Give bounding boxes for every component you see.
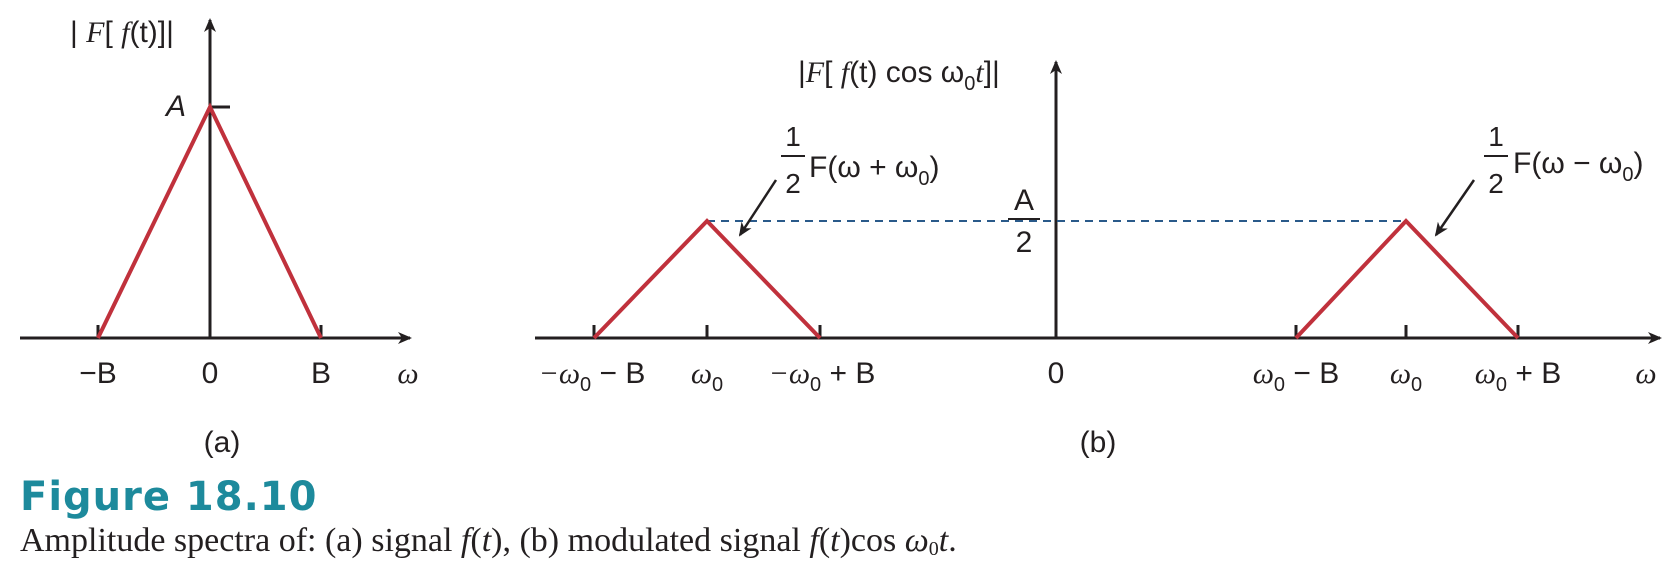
- right-annotation-denominator: 2: [1488, 168, 1504, 199]
- panel-b-right-spectrum-triangle: [1294, 218, 1520, 340]
- panel-b-peak-label-denominator: 2: [1016, 226, 1033, 259]
- figure-caption-text: Amplitude spectra of: (a) signal f(t), (…: [20, 522, 957, 560]
- panel-b-right-annotation: 1 2 F(ω − ω0): [1434, 121, 1643, 237]
- right-annotation-expression: F(ω − ω0): [1513, 147, 1643, 186]
- right-annotation-numerator: 1: [1488, 121, 1504, 152]
- panel-b-tick-label-w0-minus-b: ω0 − B: [1253, 357, 1340, 396]
- panel-b-tick-label-neg-w0-plus-b: −ω0 + B: [769, 357, 876, 396]
- panel-a-y-axis-label: | F[ f(t)]|: [70, 16, 174, 49]
- panel-b: |F[ f(t) cos ω0t]| A 2 1 2 F(ω + ω0) 1 2…: [535, 56, 1662, 459]
- panel-a-spectrum-triangle: [96, 102, 323, 339]
- panel-b-tick-label-w0-left: ω0: [691, 357, 723, 396]
- panel-a-peak-label: A: [164, 90, 186, 123]
- panel-a-x-axis-label: ω: [397, 357, 418, 390]
- panel-a-tick-label-zero: 0: [202, 357, 219, 390]
- left-annotation-numerator: 1: [785, 121, 801, 152]
- panel-b-left-spectrum-triangle: [592, 218, 822, 340]
- left-annotation-denominator: 2: [785, 168, 801, 199]
- panel-a-sublabel: (a): [204, 426, 241, 459]
- panel-b-y-axis-label: |F[ f(t) cos ω0t]|: [798, 56, 1000, 95]
- panel-b-tick-label-w0-plus-b: ω0 + B: [1475, 357, 1562, 396]
- panel-b-x-axis-label: ω: [1635, 357, 1656, 390]
- panel-a-tick-label-neg-b: −B: [79, 357, 117, 390]
- panel-a-tick-label-pos-b: B: [311, 357, 331, 390]
- panel-b-left-annotation: 1 2 F(ω + ω0): [738, 121, 939, 237]
- left-annotation-pointer-arrow: [738, 179, 778, 237]
- panel-b-tick-label-w0-right: ω0: [1390, 357, 1422, 396]
- left-annotation-expression: F(ω + ω0): [809, 151, 939, 190]
- panel-b-tick-label-zero: 0: [1048, 357, 1065, 390]
- panel-a: | F[ f(t)]| A −B 0 B ω (a): [20, 16, 419, 459]
- panel-b-tick-label-neg-w0-minus-b: −ω0 − B: [539, 357, 646, 396]
- figure-caption-title: Figure 18.10: [20, 474, 318, 520]
- panel-b-sublabel: (b): [1080, 426, 1117, 459]
- right-annotation-pointer-arrow: [1434, 179, 1476, 237]
- panel-b-peak-label-numerator: A: [1014, 184, 1034, 217]
